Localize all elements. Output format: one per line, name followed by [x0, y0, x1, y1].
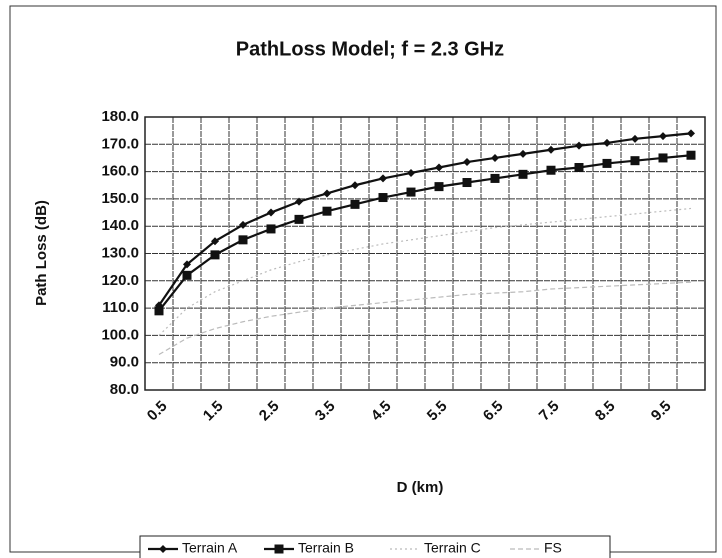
marker: [267, 208, 275, 217]
marker: [182, 270, 192, 280]
marker: [294, 214, 304, 224]
marker: [378, 193, 388, 203]
marker: [575, 141, 583, 150]
marker: [631, 134, 639, 143]
marker: [322, 206, 332, 216]
marker: [266, 224, 276, 234]
legend-marker: [274, 544, 284, 554]
series-line: [158, 207, 692, 336]
plot-border: [144, 116, 706, 391]
x-tick-label: 6.5: [480, 398, 507, 425]
x-tick-label: 2.5: [256, 398, 283, 425]
y-tick-label: 130.0: [101, 244, 139, 261]
legend-box: [139, 535, 611, 558]
legend-label: Terrain C: [424, 540, 481, 556]
y-tick-label: 120.0: [101, 272, 139, 289]
marker: [687, 129, 695, 138]
marker: [407, 168, 415, 177]
marker: [379, 174, 387, 183]
marker: [406, 187, 416, 197]
marker: [686, 150, 696, 160]
legend-marker: [159, 545, 167, 553]
x-tick-label: 8.5: [592, 398, 619, 425]
marker: [490, 173, 500, 183]
y-tick-label: 170.0: [101, 135, 139, 152]
marker: [239, 220, 247, 229]
marker: [183, 260, 191, 269]
marker: [351, 181, 359, 190]
x-tick-label: 9.5: [648, 398, 675, 425]
marker: [630, 156, 640, 166]
y-tick-label: 180.0: [101, 108, 139, 125]
marker: [658, 153, 668, 163]
series-line: [158, 281, 692, 356]
marker: [323, 189, 331, 198]
y-axis-label: Path Loss (dB): [33, 200, 50, 306]
marker: [238, 235, 248, 245]
chart-title: PathLoss Model; f = 2.3 GHz: [236, 38, 504, 60]
y-tick-label: 160.0: [101, 163, 139, 180]
marker: [547, 145, 555, 154]
x-axis-label: D (km): [397, 479, 444, 496]
marker: [435, 163, 443, 172]
legend-label: Terrain B: [298, 540, 354, 556]
x-tick-label: 3.5: [312, 398, 339, 425]
marker: [574, 163, 584, 173]
x-tick-label: 7.5: [536, 398, 563, 425]
legend-label: FS: [544, 540, 562, 556]
x-tick-label: 1.5: [200, 398, 227, 425]
marker: [519, 149, 527, 158]
x-tick-label: 4.5: [368, 398, 395, 425]
series-line: [158, 154, 692, 312]
x-tick-label: 5.5: [424, 398, 451, 425]
marker: [546, 165, 556, 175]
x-tick-label: 0.5: [144, 398, 171, 425]
marker: [491, 153, 499, 162]
y-tick-label: 150.0: [101, 190, 139, 207]
marker: [350, 199, 360, 209]
y-tick-label: 110.0: [102, 299, 139, 316]
marker: [154, 306, 164, 316]
marker: [210, 250, 220, 260]
y-tick-label: 140.0: [101, 217, 139, 234]
marker: [603, 138, 611, 147]
marker: [518, 169, 528, 179]
y-tick-label: 100.0: [101, 326, 139, 343]
marker: [463, 158, 471, 167]
y-tick-label: 80.0: [110, 381, 139, 398]
marker: [462, 178, 472, 188]
legend-label: Terrain A: [182, 540, 238, 556]
marker: [434, 182, 444, 192]
marker: [602, 158, 612, 168]
marker: [295, 197, 303, 206]
series-line: [158, 132, 692, 306]
marker: [659, 132, 667, 141]
y-tick-label: 90.0: [110, 354, 139, 371]
marker: [211, 237, 219, 246]
